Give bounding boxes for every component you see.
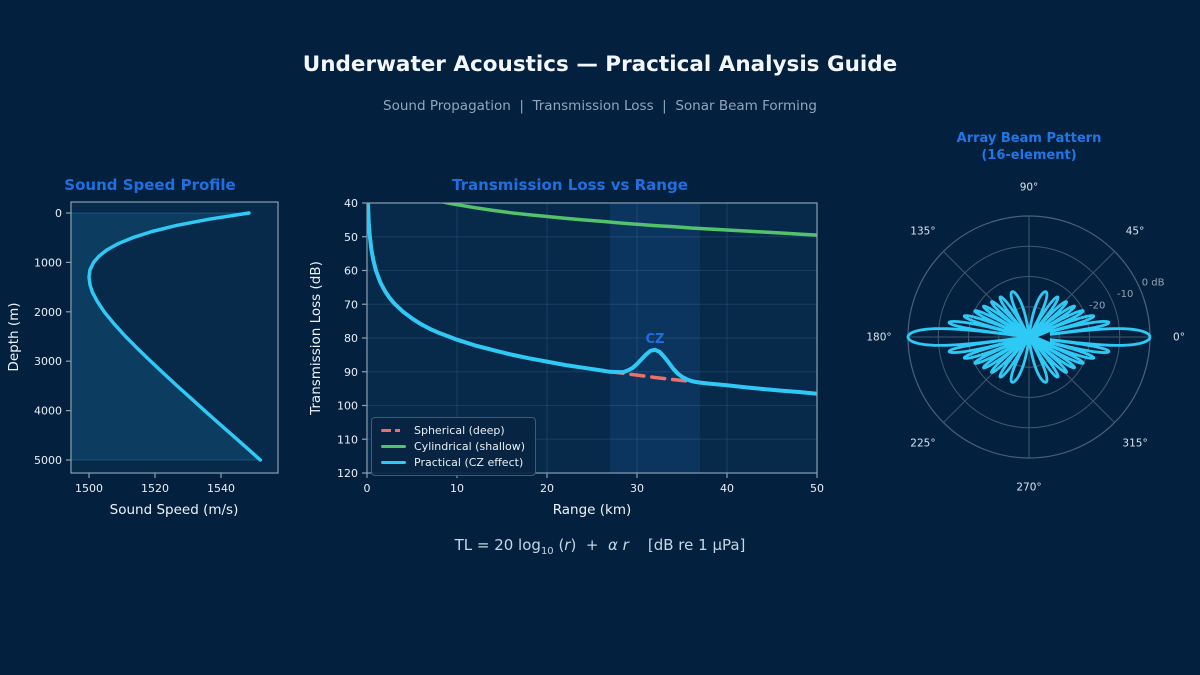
tick-label: 180° [866, 332, 891, 344]
legend-item: Practical (CZ effect) [381, 456, 525, 469]
legend-label: Cylindrical (shallow) [414, 439, 526, 453]
page-subtitle: Sound Propagation | Transmission Loss | … [383, 98, 817, 114]
steering-arrow-icon [1038, 332, 1050, 342]
tl-x-axis-label: Range (km) [552, 502, 632, 518]
legend-label: Practical (CZ effect) [414, 455, 524, 469]
tick-label: 5000 [34, 454, 62, 467]
tick-label: -10 [1117, 289, 1133, 300]
tick-label: 0° [1173, 332, 1185, 344]
tl-chart-title: Transmission Loss vs Range [452, 176, 688, 194]
legend-item: Cylindrical (shallow) [381, 440, 525, 453]
page-title: Underwater Acoustics — Practical Analysi… [302, 52, 898, 77]
tick-label: 135° [910, 225, 935, 237]
tick-label: 315° [1122, 438, 1147, 450]
formula-segment: r [564, 536, 571, 554]
tick-label: 270° [1016, 482, 1041, 494]
tick-label: 1520 [141, 482, 169, 495]
beam-chart-title: Array Beam Pattern (16-element) [879, 130, 1179, 164]
tick-label: 1500 [75, 482, 103, 495]
cylindrical-line-swatch [381, 444, 406, 449]
series-practical-cz-effect [367, 203, 817, 396]
tick-label: 110 [337, 433, 358, 446]
tick-label: 40 [720, 482, 734, 495]
tick-label: 1000 [34, 256, 62, 269]
tick-label: 90° [1020, 182, 1039, 194]
beam-pattern-curve [906, 290, 1152, 384]
plot-background [71, 202, 278, 473]
beam-chart-title-line2: (16-element) [981, 148, 1077, 163]
transmission-loss-chart: 40 50 60 70 80 90 100 110 120 0 10 20 30 40 50 [337, 197, 824, 495]
tick-label: 50 [344, 231, 358, 244]
ssp-y-axis-label: Depth (m) [6, 302, 22, 372]
tick-label: 100 [337, 400, 358, 413]
tick-label: 60 [344, 265, 358, 278]
tick-label: 80 [344, 332, 358, 345]
tick-label: 3000 [34, 355, 62, 368]
tick-label: 30 [630, 482, 644, 495]
tick-label: 1540 [207, 482, 235, 495]
formula-segment: α r [607, 536, 629, 554]
tick-label: 20 [540, 482, 554, 495]
tick-label: 0 dB [1142, 277, 1165, 288]
formula-segment: ( [553, 536, 565, 554]
ssp-chart-title: Sound Speed Profile [64, 176, 236, 194]
tick-label: 10 [450, 482, 464, 495]
legend-item: Spherical (deep) [381, 424, 525, 437]
tick-label: 0 [364, 482, 371, 495]
cz-band [610, 203, 700, 473]
formula-segment: TL = 20 log [454, 536, 541, 554]
tick-label: 4000 [34, 405, 62, 418]
formula-segment: ) + [570, 536, 608, 554]
tick-label: 70 [344, 298, 358, 311]
tick-label: 120 [337, 467, 358, 480]
sound-speed-profile-chart: 0 1000 2000 3000 4000 5000 1500 1520 1540 [34, 201, 279, 495]
tick-label: 50 [810, 482, 824, 495]
tl-formula: TL = 20 log10 (r) + α r [dB re 1 μPa] [350, 536, 850, 557]
polar-labels: 0° 45° 90° 135° 180° 225° 270° 315° -20 -10 0 dB [866, 182, 1185, 494]
tick-label: 0 [55, 207, 62, 220]
cz-annotation: CZ [645, 332, 665, 347]
beam-chart-title-line1: Array Beam Pattern [956, 131, 1102, 146]
tick-label: 40 [344, 197, 358, 210]
ssp-x-axis-label: Sound Speed (m/s) [109, 502, 239, 518]
tl-y-axis-label: Transmission Loss (dB) [308, 261, 324, 415]
sound-speed-curve [87, 211, 263, 462]
tick-label: 2000 [34, 306, 62, 319]
practical-line-swatch [381, 460, 406, 465]
tick-label: -20 [1089, 300, 1105, 311]
tick-label: 90 [344, 366, 358, 379]
tick-label: 45° [1126, 225, 1145, 237]
tick-label: 225° [910, 438, 935, 450]
spherical-line-swatch [381, 428, 406, 433]
legend: Spherical (deep) Cylindrical (shallow) P… [371, 417, 537, 476]
legend-label: Spherical (deep) [414, 423, 505, 437]
axes-spines [70, 201, 279, 474]
array-beam-pattern-chart: 0° 45° 90° 135° 180° 225° 270° 315° -20 -10 0 dB [866, 182, 1185, 494]
formula-segment: [dB re 1 μPa] [628, 536, 746, 554]
formula-segment: 10 [540, 546, 554, 557]
